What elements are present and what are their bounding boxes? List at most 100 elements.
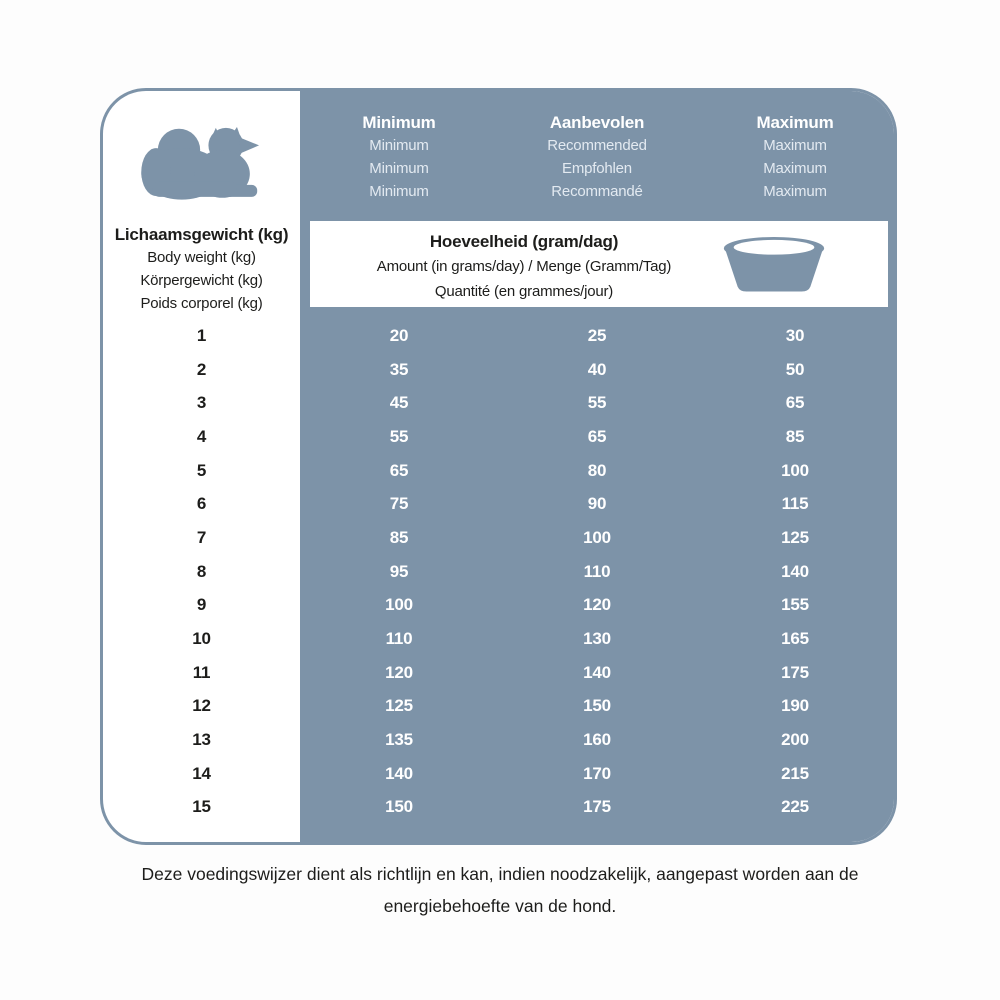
column-header-maximum: Maximum Maximum Maximum Maximum xyxy=(696,111,894,217)
table-row: 9 100 120 155 xyxy=(103,588,894,622)
weight-value: 3 xyxy=(196,393,207,413)
weight-value: 12 xyxy=(192,696,211,716)
column-title: Aanbevolen xyxy=(549,113,645,132)
weight-value: 14 xyxy=(192,763,211,783)
weight-value: 11 xyxy=(192,662,211,682)
maximum-value: 215 xyxy=(781,763,809,783)
weight-value: 8 xyxy=(196,561,207,581)
maximum-value: 225 xyxy=(781,797,809,817)
feeding-table-rows: 1 20 25 30 2 35 40 50 3 45 55 65 4 55 65 85 5 65 80 100 6 75 9… xyxy=(103,313,894,842)
table-row: 11 120 140 175 xyxy=(103,656,894,690)
maximum-value: 115 xyxy=(781,494,809,514)
amount-column-headers: Minimum Minimum Minimum Minimum Aanbevol… xyxy=(300,91,894,217)
table-row: 7 85 100 125 xyxy=(103,521,894,555)
minimum-value: 35 xyxy=(389,359,409,379)
footnote: Deze voedingswijzer dient als richtlijn … xyxy=(0,858,1000,923)
weight-value: 4 xyxy=(196,426,207,446)
maximum-value: 65 xyxy=(785,393,805,413)
minimum-value: 95 xyxy=(389,561,409,581)
maximum-value: 85 xyxy=(785,426,805,446)
recommended-value: 140 xyxy=(583,662,611,682)
amount-band-row: Lichaamsgewicht (kg) Body weight (kg) Kö… xyxy=(103,217,894,313)
recommended-value: 160 xyxy=(583,729,611,749)
maximum-value: 125 xyxy=(781,527,809,547)
minimum-value: 120 xyxy=(385,662,413,682)
maximum-value: 140 xyxy=(781,561,809,581)
recommended-value: 80 xyxy=(587,460,607,480)
body-weight-subtitle: Body weight (kg) xyxy=(147,249,256,266)
table-row: 12 125 150 190 xyxy=(103,689,894,723)
maximum-value: 165 xyxy=(781,628,809,648)
column-subtitle: Recommandé xyxy=(551,183,643,200)
minimum-value: 150 xyxy=(385,797,413,817)
maximum-value: 30 xyxy=(785,325,805,345)
column-subtitle: Maximum xyxy=(763,160,827,177)
minimum-value: 45 xyxy=(389,393,409,413)
amount-band-text: Hoeveelheid (gram/dag) Amount (in grams/… xyxy=(310,229,738,304)
column-subtitle: Maximum xyxy=(763,183,827,200)
body-weight-subtitle: Poids corporel (kg) xyxy=(140,295,263,312)
minimum-value: 85 xyxy=(389,527,409,547)
minimum-value: 110 xyxy=(385,628,413,648)
table-row: 8 95 110 140 xyxy=(103,555,894,589)
column-subtitle: Recommended xyxy=(547,137,647,154)
maximum-value: 200 xyxy=(781,729,809,749)
minimum-value: 20 xyxy=(389,325,409,345)
weight-value: 6 xyxy=(196,494,207,514)
table-row: 15 150 175 225 xyxy=(103,790,894,824)
column-subtitle: Empfohlen xyxy=(562,160,632,177)
column-header-recommended: Aanbevolen Recommended Empfohlen Recomma… xyxy=(498,111,696,217)
recommended-value: 130 xyxy=(583,628,611,648)
minimum-value: 135 xyxy=(385,729,413,749)
minimum-value: 55 xyxy=(389,426,409,446)
column-header-minimum: Minimum Minimum Minimum Minimum xyxy=(300,111,498,217)
table-row: 6 75 90 115 xyxy=(103,487,894,521)
table-row: 10 110 130 165 xyxy=(103,622,894,656)
weight-value: 2 xyxy=(196,359,207,379)
body-weight-title: Lichaamsgewicht (kg) xyxy=(114,225,289,244)
table-row: 2 35 40 50 xyxy=(103,353,894,387)
maximum-value: 175 xyxy=(781,662,809,682)
weight-value: 15 xyxy=(192,797,211,817)
weight-value: 7 xyxy=(196,527,207,547)
amount-subtitle: Amount (in grams/day) / Menge (Gramm/Tag… xyxy=(376,258,672,275)
column-subtitle: Maximum xyxy=(763,137,827,154)
recommended-value: 65 xyxy=(587,426,607,446)
table-row: 4 55 65 85 xyxy=(103,420,894,454)
recommended-value: 110 xyxy=(583,561,611,581)
table-row: 13 135 160 200 xyxy=(103,723,894,757)
weight-value: 5 xyxy=(196,460,207,480)
recommended-value: 170 xyxy=(583,763,611,783)
column-subtitle: Minimum xyxy=(369,137,429,154)
blue-panel-background xyxy=(300,91,894,842)
column-subtitle: Minimum xyxy=(369,160,429,177)
maximum-value: 50 xyxy=(785,359,805,379)
weight-value: 1 xyxy=(196,325,207,345)
weight-value: 9 xyxy=(196,595,207,615)
table-row: 14 140 170 215 xyxy=(103,757,894,791)
table-row: 5 65 80 100 xyxy=(103,454,894,488)
recommended-value: 120 xyxy=(583,595,611,615)
table-row: 1 20 25 30 xyxy=(103,319,894,353)
recommended-value: 175 xyxy=(583,797,611,817)
footnote-text: Deze voedingswijzer dient als richtlijn … xyxy=(141,864,859,917)
recommended-value: 55 xyxy=(587,393,607,413)
dog-icon-cell xyxy=(103,91,300,217)
maximum-value: 190 xyxy=(781,696,809,716)
body-weight-header: Lichaamsgewicht (kg) Body weight (kg) Kö… xyxy=(103,217,300,313)
feeding-guide-card: Minimum Minimum Minimum Minimum Aanbevol… xyxy=(100,88,897,845)
dog-icon xyxy=(140,126,259,200)
column-title: Maximum xyxy=(756,113,834,132)
amount-band: Hoeveelheid (gram/dag) Amount (in grams/… xyxy=(310,221,888,307)
dog-bowl-icon xyxy=(723,236,825,292)
amount-band-area: Hoeveelheid (gram/dag) Amount (in grams/… xyxy=(300,217,894,313)
minimum-value: 100 xyxy=(385,595,413,615)
amount-title: Hoeveelheid (gram/dag) xyxy=(429,232,619,251)
maximum-value: 100 xyxy=(781,460,809,480)
minimum-value: 75 xyxy=(389,494,409,514)
column-title: Minimum xyxy=(362,113,436,132)
amount-subtitle: Quantité (en grammes/jour) xyxy=(434,283,614,300)
recommended-value: 40 xyxy=(587,359,607,379)
weight-value: 10 xyxy=(192,628,211,648)
